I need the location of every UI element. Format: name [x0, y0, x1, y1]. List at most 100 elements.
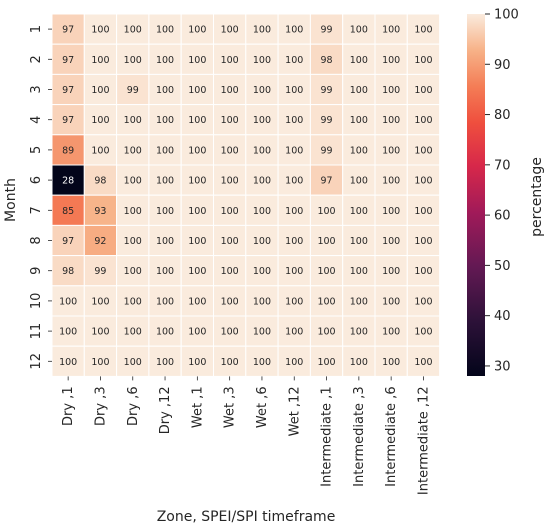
heatmap-cell-r2-c11: [374, 43, 408, 75]
cell-value-r7-c1: 85: [62, 206, 74, 217]
cell-value-r8-c7: 100: [253, 236, 271, 247]
heatmap-cell-r5-c6: [213, 134, 247, 166]
cell-value-r10-c2: 100: [91, 296, 109, 307]
cell-value-r1-c2: 100: [91, 25, 109, 36]
cell-value-r4-c11: 100: [382, 115, 400, 126]
heatmap-cell-r6-c9: [309, 164, 344, 196]
cell-value-r11-c6: 100: [221, 327, 239, 338]
cell-value-r9-c6: 100: [221, 266, 239, 277]
x-tick-label-9: Intermediate ,1: [320, 386, 335, 486]
cell-value-r9-c12: 100: [414, 266, 432, 277]
cell-value-r3-c4: 100: [156, 85, 174, 96]
cell-value-r4-c7: 100: [253, 115, 271, 126]
heatmap-cell-r4-c11: [374, 104, 408, 136]
cell-value-r5-c12: 100: [414, 145, 432, 156]
cell-value-r4-c8: 100: [285, 115, 303, 126]
cell-value-r12-c6: 100: [221, 357, 239, 368]
heatmap-cell-r1-c10: [342, 13, 376, 45]
cell-value-r6-c8: 100: [285, 176, 303, 187]
cell-value-r9-c10: 100: [350, 266, 368, 277]
heatmap-cells: 97 100 100 100 100 100 100 100 99 100 100 100 97 100 1…: [51, 13, 441, 377]
cell-value-r2-c12: 100: [414, 55, 432, 66]
cell-value-r3-c8: 100: [285, 85, 303, 96]
cell-value-r2-c1: 97: [62, 55, 74, 66]
cell-value-r7-c12: 100: [414, 206, 432, 217]
cell-value-r9-c5: 100: [188, 266, 206, 277]
colorbar-tick-label-6: 80: [494, 108, 511, 123]
y-tick-label-10: 10: [29, 293, 44, 310]
x-tick-label-1: Dry ,1: [61, 386, 76, 426]
heatmap-cell-r7-c5: [180, 194, 214, 226]
heatmap-cell-r11-c7: [245, 315, 279, 347]
heatmap-cell-r8-c1: [51, 224, 85, 257]
cell-value-r9-c3: 100: [124, 266, 142, 277]
colorbar-tick-label-4: 60: [494, 209, 511, 224]
colorbar: [467, 14, 485, 376]
cell-value-r12-c8: 100: [285, 357, 303, 368]
cell-value-r12-c10: 100: [350, 357, 368, 368]
y-tick-label-3: 3: [29, 85, 44, 93]
cell-value-r4-c12: 100: [414, 115, 432, 126]
cell-value-r2-c10: 100: [350, 55, 368, 66]
cell-value-r8-c1: 97: [62, 236, 74, 247]
cell-value-r10-c12: 100: [414, 296, 432, 307]
heatmap-cell-r7-c3: [116, 194, 150, 226]
heatmap-cell-r1-c12: [406, 13, 441, 45]
y-tick-label-5: 5: [29, 146, 44, 154]
heatmap-cell-r5-c11: [374, 134, 408, 166]
cell-value-r3-c5: 100: [188, 85, 206, 96]
cell-value-r4-c4: 100: [156, 115, 174, 126]
heatmap-cell-r2-c7: [245, 43, 279, 75]
cell-value-r11-c2: 100: [91, 327, 109, 338]
cell-value-r6-c5: 100: [188, 176, 206, 187]
cell-value-r7-c5: 100: [188, 206, 206, 217]
cell-value-r3-c10: 100: [350, 85, 368, 96]
cell-value-r9-c8: 100: [285, 266, 303, 277]
colorbar-tick-label-8: 100: [494, 8, 519, 23]
cell-value-r10-c8: 100: [285, 296, 303, 307]
y-tick-label-2: 2: [29, 55, 44, 63]
cell-value-r3-c6: 100: [221, 85, 239, 96]
cell-value-r6-c11: 100: [382, 176, 400, 187]
cell-value-r2-c2: 100: [91, 55, 109, 66]
heatmap-cell-r7-c10: [342, 194, 376, 226]
y-tick-label-8: 8: [29, 236, 44, 244]
cell-value-r8-c12: 100: [414, 236, 432, 247]
cell-value-r12-c3: 100: [124, 357, 142, 368]
colorbar-tick-label-2: 40: [494, 309, 511, 324]
cell-value-r8-c11: 100: [382, 236, 400, 247]
x-axis-label: Zone, SPEI/SPI timeframe: [157, 509, 336, 525]
cell-value-r9-c4: 100: [156, 266, 174, 277]
cell-value-r3-c11: 100: [382, 85, 400, 96]
cell-value-r3-c9: 99: [321, 85, 333, 96]
cell-value-r6-c7: 100: [253, 176, 271, 187]
cell-value-r6-c9: 97: [321, 176, 333, 187]
cell-value-r11-c8: 100: [285, 327, 303, 338]
cell-value-r9-c1: 98: [62, 266, 74, 277]
cell-value-r1-c6: 100: [221, 25, 239, 36]
heatmap-cell-r9-c8: [277, 255, 311, 287]
cell-value-r1-c4: 100: [156, 25, 174, 36]
heatmap-cell-r3-c5: [180, 73, 214, 106]
y-tick-label-4: 4: [29, 116, 44, 124]
cell-value-r1-c7: 100: [253, 25, 271, 36]
cell-value-r11-c9: 100: [317, 327, 335, 338]
cell-value-r7-c4: 100: [156, 206, 174, 217]
x-tick-label-5: Wet ,1: [190, 386, 205, 428]
cell-value-r11-c12: 100: [414, 327, 432, 338]
cell-value-r6-c6: 100: [221, 176, 239, 187]
heatmap-cell-r7-c6: [213, 194, 247, 226]
cell-value-r1-c11: 100: [382, 25, 400, 36]
heatmap-cell-r9-c2: [83, 255, 118, 287]
cell-value-r1-c9: 99: [321, 25, 333, 36]
x-tick-label-4: Dry ,12: [158, 386, 173, 434]
heatmap-cell-r6-c8: [277, 164, 311, 196]
heatmap-cell-r2-c5: [180, 43, 214, 75]
cell-value-r2-c8: 100: [285, 55, 303, 66]
heatmap-cell-r9-c3: [116, 255, 150, 287]
x-tick-label-7: Wet ,6: [255, 386, 270, 428]
cell-value-r12-c11: 100: [382, 357, 400, 368]
heatmap-cell-r7-c2: [83, 194, 118, 226]
cell-value-r12-c9: 100: [317, 357, 335, 368]
